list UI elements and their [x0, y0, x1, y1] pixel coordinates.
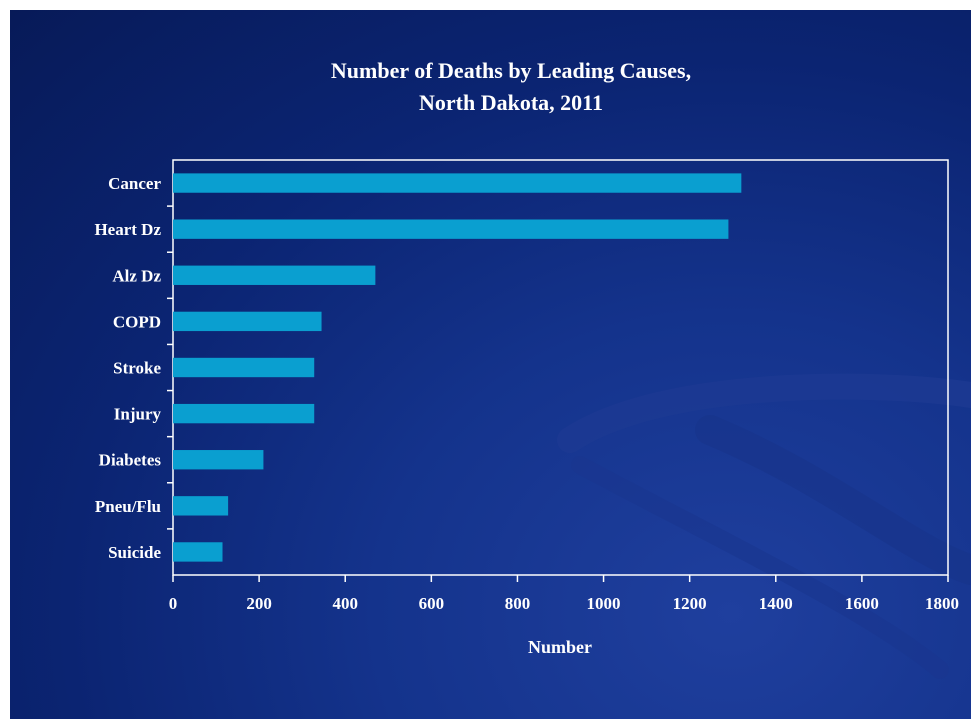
x-tick-label: 600	[419, 594, 445, 613]
x-tick-label: 1200	[673, 594, 707, 613]
bar-stroke	[173, 357, 315, 378]
category-label: COPD	[113, 312, 161, 331]
category-label: Heart Dz	[94, 220, 161, 239]
background-swoosh-decoration	[557, 373, 971, 679]
x-tick-label: 0	[169, 594, 178, 613]
chart-title-line-2: North Dakota, 2011	[419, 90, 603, 115]
slide-background: Number of Deaths by Leading Causes, Nort…	[10, 10, 971, 719]
bar-pneu-flu	[173, 496, 229, 516]
bar-cancer	[173, 173, 742, 193]
category-label: Diabetes	[99, 451, 162, 470]
category-label: Pneu/Flu	[95, 497, 161, 516]
category-labels: Cancer Heart Dz Alz Dz COPD Stroke Injury Diab…	[94, 174, 173, 562]
category-label: Cancer	[108, 174, 161, 193]
category-label: Alz Dz	[112, 266, 161, 285]
bar-series	[173, 173, 742, 562]
x-tick-label: 1600	[845, 594, 879, 613]
category-label: Suicide	[108, 543, 161, 562]
chart-title-line-1: Number of Deaths by Leading Causes,	[331, 58, 691, 83]
bar-injury	[173, 403, 315, 424]
bar-copd	[173, 311, 322, 332]
bar-diabetes	[173, 450, 264, 470]
bar-suicide	[173, 542, 223, 562]
category-label: Injury	[114, 405, 162, 424]
bar-chart: Number of Deaths by Leading Causes, Nort…	[94, 58, 971, 679]
x-tick-label: 200	[246, 594, 272, 613]
x-axis-ticks: 0 200 400 600 800 1000 1200 1400 1600 1800	[169, 575, 959, 613]
category-label: Stroke	[113, 359, 161, 378]
x-tick-label: 800	[505, 594, 531, 613]
x-tick-label: 400	[332, 594, 358, 613]
x-tick-label: 1800	[925, 594, 959, 613]
bar-heart-dz	[173, 219, 729, 239]
x-tick-label: 1000	[587, 594, 621, 613]
x-tick-label: 1400	[759, 594, 793, 613]
x-axis-label: Number	[528, 637, 592, 657]
bar-alz-dz	[173, 265, 376, 285]
